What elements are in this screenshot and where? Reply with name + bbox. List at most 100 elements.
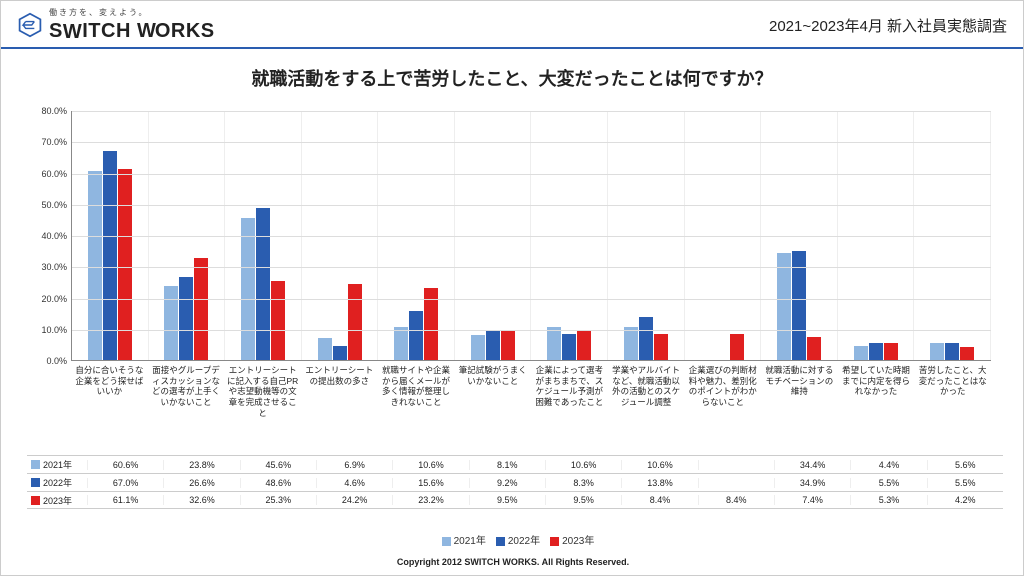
swatch-icon bbox=[31, 478, 40, 487]
table-row: 2022年67.0%26.6%48.6%4.6%15.6%9.2%8.3%13.… bbox=[27, 473, 1003, 491]
y-tick: 60.0% bbox=[41, 169, 67, 179]
grid-line bbox=[72, 267, 991, 268]
bar bbox=[577, 330, 591, 360]
table-cell: 4.4% bbox=[850, 460, 926, 470]
table-cell: 10.6% bbox=[392, 460, 468, 470]
y-tick: 30.0% bbox=[41, 262, 67, 272]
y-tick: 70.0% bbox=[41, 137, 67, 147]
bar bbox=[930, 343, 944, 361]
table-cell: 23.8% bbox=[163, 460, 239, 470]
table-cell: 5.5% bbox=[927, 478, 1003, 488]
table-cell: 32.6% bbox=[163, 495, 239, 505]
table-cell: 7.4% bbox=[774, 495, 850, 505]
bars bbox=[854, 343, 898, 360]
table-row: 2021年60.6%23.8%45.6%6.9%10.6%8.1%10.6%10… bbox=[27, 455, 1003, 473]
bar bbox=[730, 334, 744, 360]
x-label: 就職サイトや企業から届くメールが多く情報が整理しきれないこと bbox=[378, 363, 455, 418]
bar bbox=[164, 286, 178, 360]
legend-swatch-icon bbox=[550, 537, 559, 546]
y-tick: 20.0% bbox=[41, 294, 67, 304]
bar bbox=[945, 343, 959, 360]
bar bbox=[486, 331, 500, 360]
y-tick: 10.0% bbox=[41, 325, 67, 335]
table-cell bbox=[698, 478, 774, 488]
bars bbox=[241, 208, 285, 360]
bars bbox=[318, 284, 362, 360]
grid-line bbox=[72, 111, 991, 112]
y-tick: 0.0% bbox=[46, 356, 67, 366]
table-cell: 48.6% bbox=[240, 478, 316, 488]
row-head: 2023年 bbox=[27, 494, 87, 507]
bar bbox=[884, 343, 898, 360]
table-cell: 5.3% bbox=[850, 495, 926, 505]
data-table: 2021年60.6%23.8%45.6%6.9%10.6%8.1%10.6%10… bbox=[27, 455, 1003, 509]
x-label: 自分に合いそうな企業をどう探せばいいか bbox=[71, 363, 148, 418]
bar bbox=[179, 277, 193, 360]
logo-icon bbox=[17, 12, 43, 38]
table-cell: 34.4% bbox=[774, 460, 850, 470]
legend-label: 2021年 bbox=[454, 536, 486, 547]
legend-swatch-icon bbox=[442, 537, 451, 546]
table-cell: 5.6% bbox=[927, 460, 1003, 470]
bar bbox=[854, 346, 868, 360]
brand-text: SWITCH WORKS bbox=[49, 20, 215, 43]
x-label: 就職活動に対するモチベーションの維持 bbox=[761, 363, 838, 418]
bar bbox=[471, 335, 485, 360]
table-cell: 4.6% bbox=[316, 478, 392, 488]
table-cell: 61.1% bbox=[87, 495, 163, 505]
table-cell: 8.1% bbox=[469, 460, 545, 470]
x-label: エントリーシートに記入する自己PRや志望動機等の文章を完成させること bbox=[224, 363, 301, 418]
bar bbox=[271, 281, 285, 360]
bar bbox=[807, 337, 821, 360]
bars bbox=[164, 258, 208, 360]
bar bbox=[333, 346, 347, 360]
grid-line bbox=[72, 330, 991, 331]
bar bbox=[501, 330, 515, 360]
bar bbox=[869, 343, 883, 360]
table-cell: 4.2% bbox=[927, 495, 1003, 505]
x-label: 面接やグループディスカッションなどの選考が上手くいかないこと bbox=[148, 363, 225, 418]
bars bbox=[700, 334, 744, 360]
table-cell: 8.4% bbox=[698, 495, 774, 505]
bars bbox=[471, 330, 515, 360]
plot-area bbox=[71, 111, 991, 361]
grid-line bbox=[72, 205, 991, 206]
grid-line bbox=[72, 299, 991, 300]
bar bbox=[348, 284, 362, 360]
legend-label: 2023年 bbox=[562, 536, 594, 547]
table-cell: 23.2% bbox=[392, 495, 468, 505]
bar bbox=[547, 327, 561, 360]
y-tick: 40.0% bbox=[41, 231, 67, 241]
bars bbox=[88, 151, 132, 360]
table-row: 2023年61.1%32.6%25.3%24.2%23.2%9.5%9.5%8.… bbox=[27, 491, 1003, 509]
row-label: 2023年 bbox=[43, 494, 72, 507]
table-cell: 10.6% bbox=[621, 460, 697, 470]
bar bbox=[194, 258, 208, 360]
row-cells: 61.1%32.6%25.3%24.2%23.2%9.5%9.5%8.4%8.4… bbox=[87, 495, 1003, 505]
bars bbox=[930, 343, 974, 361]
legend-swatch-icon bbox=[496, 537, 505, 546]
grid-line bbox=[72, 142, 991, 143]
legend-label: 2022年 bbox=[508, 536, 540, 547]
header-subtitle: 2021~2023年4月 新入社員実態調査 bbox=[769, 15, 1007, 36]
table-cell: 9.5% bbox=[545, 495, 621, 505]
table-cell: 8.4% bbox=[621, 495, 697, 505]
x-label: 希望していた時期までに内定を得られなかった bbox=[838, 363, 915, 418]
bars bbox=[547, 327, 591, 360]
page: 働き方を、変えよう。 SWITCH WORKS 2021~2023年4月 新入社… bbox=[0, 0, 1024, 576]
bar bbox=[318, 338, 332, 360]
bar bbox=[118, 169, 132, 360]
logo-block: 働き方を、変えよう。 SWITCH WORKS bbox=[17, 7, 215, 43]
row-head: 2022年 bbox=[27, 476, 87, 489]
header: 働き方を、変えよう。 SWITCH WORKS 2021~2023年4月 新入社… bbox=[1, 1, 1023, 49]
table-cell: 24.2% bbox=[316, 495, 392, 505]
bar bbox=[624, 327, 638, 360]
chart: 0.0%10.0%20.0%30.0%40.0%50.0%60.0%70.0%8… bbox=[27, 111, 1003, 401]
x-axis-labels: 自分に合いそうな企業をどう探せばいいか面接やグループディスカッションなどの選考が… bbox=[71, 363, 991, 418]
row-cells: 60.6%23.8%45.6%6.9%10.6%8.1%10.6%10.6%34… bbox=[87, 460, 1003, 470]
legend: 2021年 2022年 2023年 bbox=[1, 532, 1024, 547]
table-cell: 15.6% bbox=[392, 478, 468, 488]
x-label: 企業選びの判断材料や魅力、差別化のポイントがわからないこと bbox=[684, 363, 761, 418]
x-label: 学業やアルバイトなど、就職活動以外の活動とのスケジュール調整 bbox=[608, 363, 685, 418]
swatch-icon bbox=[31, 496, 40, 505]
